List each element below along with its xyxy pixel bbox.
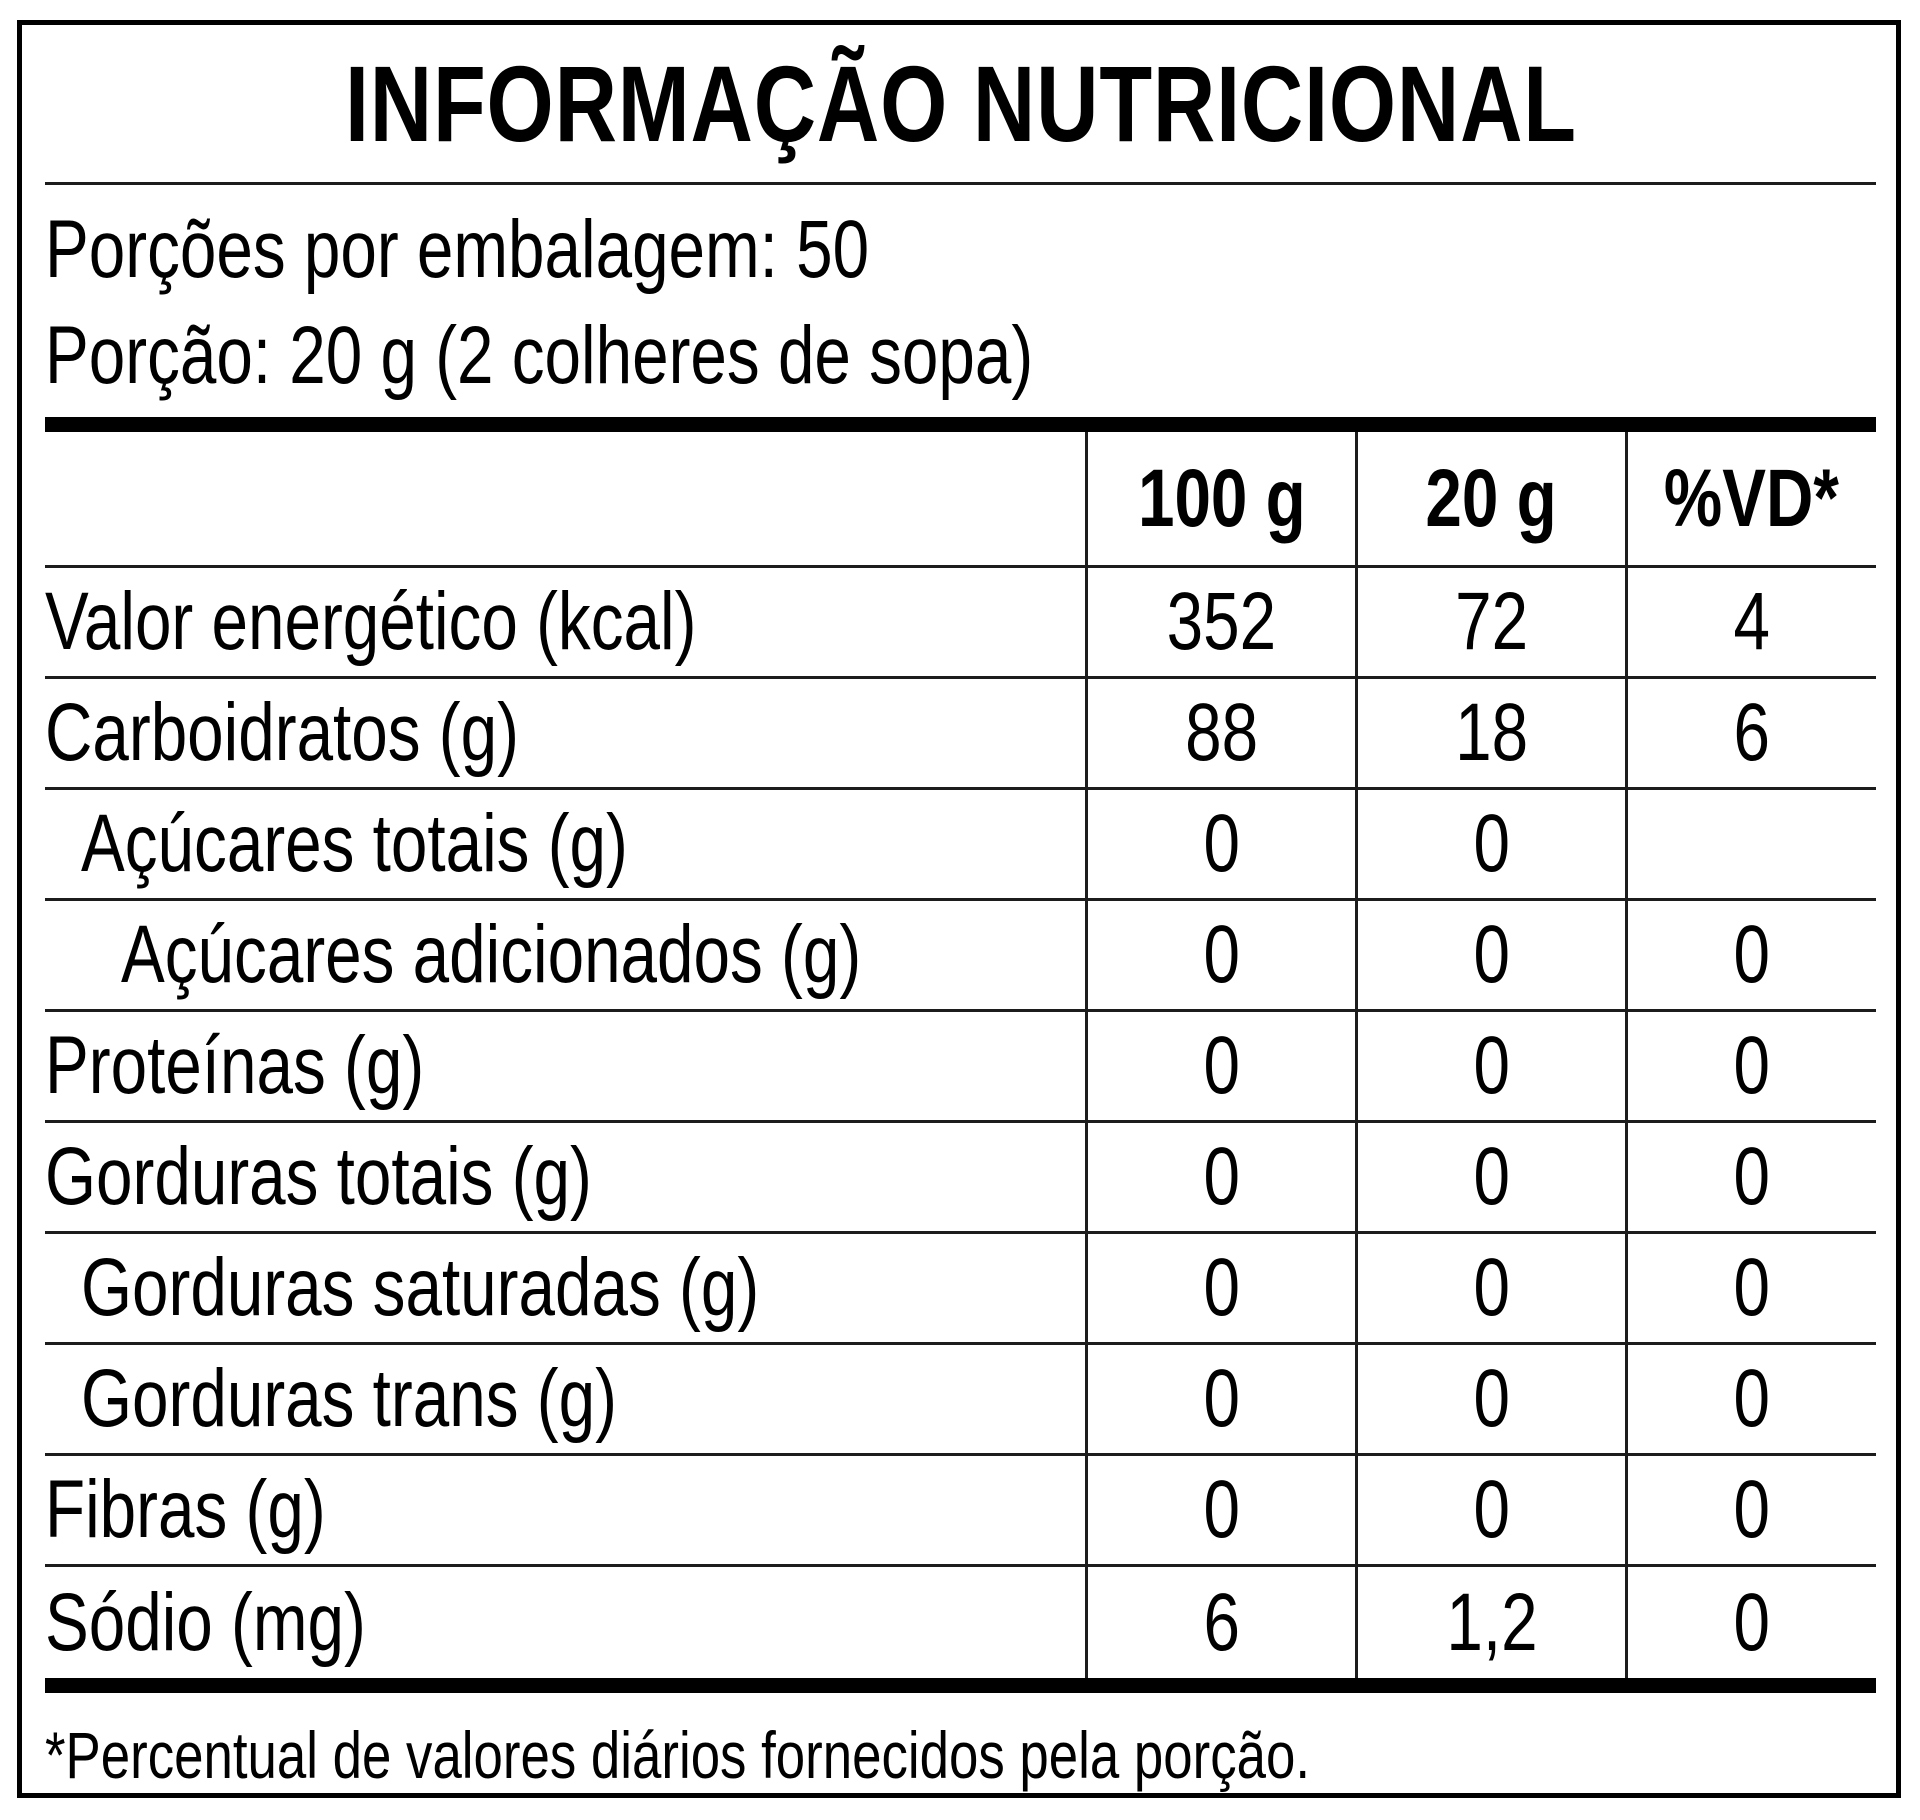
value-per-100g: 6 — [1085, 1567, 1355, 1679]
nutrient-label: Proteínas (g) — [45, 1020, 425, 1112]
value-per-100g: 0 — [1085, 1456, 1355, 1565]
value-per-100g: 0 — [1085, 1234, 1355, 1343]
nutrient-label: Açúcares totais (g) — [81, 798, 628, 890]
nutrition-facts-panel: INFORMAÇÃO NUTRICIONAL Porções por embal… — [17, 20, 1901, 1798]
nutrient-label: Gorduras totais (g) — [45, 1131, 592, 1223]
table-header-row: 100 g 20 g %VD* — [45, 431, 1876, 569]
value-per-20g: 0 — [1355, 790, 1625, 899]
table-row: Proteínas (g) 0 0 0 — [45, 1012, 1876, 1124]
value-per-20g: 72 — [1355, 568, 1625, 677]
table-row: Fibras (g) 0 0 0 — [45, 1456, 1876, 1568]
panel-title: INFORMAÇÃO NUTRICIONAL — [45, 25, 1876, 182]
table-row: Açúcares totais (g) 0 0 — [45, 790, 1876, 902]
nutrient-label: Açúcares adicionados (g) — [121, 909, 862, 1001]
header-top-bar — [45, 417, 1876, 432]
value-vd-percent: 0 — [1625, 1567, 1875, 1679]
value-per-100g: 352 — [1085, 568, 1355, 677]
value-per-100g: 0 — [1085, 1012, 1355, 1121]
value-per-20g: 0 — [1355, 1456, 1625, 1565]
table-bottom-bar — [45, 1678, 1876, 1693]
header-cell-100g: 100 g — [1085, 431, 1355, 566]
nutrient-label: Gorduras trans (g) — [81, 1353, 617, 1445]
value-per-20g: 0 — [1355, 1012, 1625, 1121]
value-per-100g: 0 — [1085, 1123, 1355, 1232]
value-per-20g: 1,2 — [1355, 1567, 1625, 1679]
panel-title-text: INFORMAÇÃO NUTRICIONAL — [344, 43, 1577, 164]
nutrient-label: Valor energético (kcal) — [45, 576, 697, 668]
table-row: Gorduras totais (g) 0 0 0 — [45, 1123, 1876, 1235]
value-per-20g: 0 — [1355, 1123, 1625, 1232]
value-vd-percent: 4 — [1625, 568, 1875, 677]
value-vd-percent: 0 — [1625, 901, 1875, 1010]
table-row: Sódio (mg) 6 1,2 0 — [45, 1567, 1876, 1679]
table-row: Gorduras trans (g) 0 0 0 — [45, 1345, 1876, 1457]
footnote: *Percentual de valores diários fornecido… — [45, 1693, 1876, 1793]
value-vd-percent: 0 — [1625, 1012, 1875, 1121]
value-per-20g: 0 — [1355, 901, 1625, 1010]
value-vd-percent: 0 — [1625, 1234, 1875, 1343]
portion-line: Porção: 20 g (2 colheres de sopa) — [45, 310, 1034, 402]
value-vd-percent: 0 — [1625, 1123, 1875, 1232]
header-cell-20g: 20 g — [1355, 431, 1625, 566]
value-per-100g: 0 — [1085, 901, 1355, 1010]
nutrition-table-body: Valor energético (kcal) 352 72 4 Carboidrato… — [45, 568, 1876, 1679]
table-row: Carboidratos (g) 88 18 6 — [45, 679, 1876, 791]
value-vd-percent: 6 — [1625, 679, 1875, 788]
footnote-text: *Percentual de valores diários fornecido… — [45, 1718, 1311, 1792]
title-divider — [45, 182, 1876, 186]
value-per-20g: 0 — [1355, 1234, 1625, 1343]
table-row: Gorduras saturadas (g) 0 0 0 — [45, 1234, 1876, 1346]
value-per-20g: 0 — [1355, 1345, 1625, 1454]
nutrient-label: Carboidratos (g) — [45, 687, 519, 779]
value-vd-percent: 0 — [1625, 1456, 1875, 1565]
header-cell-empty — [45, 432, 1085, 565]
value-vd-percent — [1625, 790, 1875, 899]
nutrient-label: Sódio (mg) — [45, 1576, 366, 1668]
value-per-20g: 18 — [1355, 679, 1625, 788]
header-cell-vd: %VD* — [1625, 431, 1875, 566]
nutrient-label: Fibras (g) — [45, 1464, 326, 1556]
value-vd-percent: 0 — [1625, 1345, 1875, 1454]
value-per-100g: 0 — [1085, 1345, 1355, 1454]
serving-info: Porções por embalagem: 50 Porção: 20 g (… — [45, 185, 1876, 409]
servings-per-package-line: Porções por embalagem: 50 — [45, 204, 870, 296]
table-row: Açúcares adicionados (g) 0 0 0 — [45, 901, 1876, 1013]
table-row: Valor energético (kcal) 352 72 4 — [45, 568, 1876, 680]
value-per-100g: 0 — [1085, 790, 1355, 899]
nutrient-label: Gorduras saturadas (g) — [81, 1242, 760, 1334]
value-per-100g: 88 — [1085, 679, 1355, 788]
